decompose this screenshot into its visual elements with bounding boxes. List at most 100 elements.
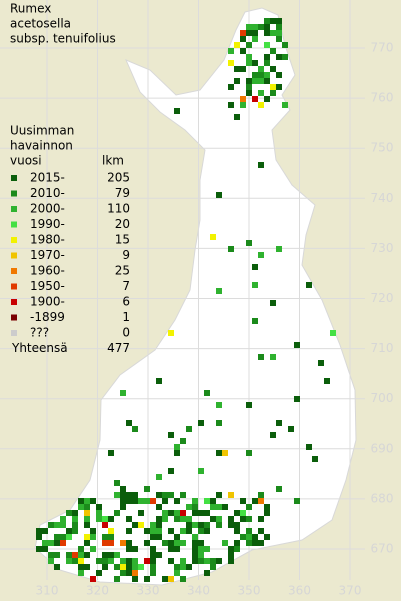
legend-label: -1899 xyxy=(30,310,65,324)
record-square xyxy=(252,78,258,84)
legend-count: 7 xyxy=(122,279,130,293)
record-square xyxy=(276,36,282,42)
record-square xyxy=(240,498,246,504)
record-square xyxy=(246,450,252,456)
legend-count: 9 xyxy=(122,248,130,262)
record-square xyxy=(48,540,54,546)
record-square xyxy=(126,528,132,534)
record-square xyxy=(204,558,210,564)
record-square xyxy=(264,54,270,60)
record-square xyxy=(42,540,48,546)
record-square xyxy=(72,522,78,528)
record-square xyxy=(186,528,192,534)
record-square xyxy=(282,102,288,108)
record-square xyxy=(60,516,66,522)
record-square xyxy=(228,552,234,558)
record-square xyxy=(144,486,150,492)
record-square xyxy=(252,30,258,36)
legend-count: 0 xyxy=(122,326,130,340)
record-square xyxy=(294,342,300,348)
record-square xyxy=(84,552,90,558)
record-square xyxy=(186,426,192,432)
record-square xyxy=(234,528,240,534)
y-tick-label: 770 xyxy=(371,41,394,55)
record-square xyxy=(90,576,96,582)
record-square xyxy=(174,444,180,450)
record-square xyxy=(264,510,270,516)
record-square xyxy=(156,492,162,498)
legend-label: 2015- xyxy=(30,171,65,185)
record-square xyxy=(138,522,144,528)
record-square xyxy=(84,516,90,522)
record-square xyxy=(198,546,204,552)
record-square xyxy=(258,498,264,504)
record-square xyxy=(126,570,132,576)
record-square xyxy=(270,66,276,72)
legend-label: 2000- xyxy=(30,202,65,216)
record-square xyxy=(270,48,276,54)
x-tick-label: 350 xyxy=(238,584,261,598)
record-square xyxy=(240,102,246,108)
record-square xyxy=(48,558,54,564)
legend-header: Uusimman xyxy=(10,124,74,138)
record-square xyxy=(150,522,156,528)
record-square xyxy=(102,540,108,546)
record-square xyxy=(216,522,222,528)
record-square xyxy=(156,504,162,510)
record-square xyxy=(84,534,90,540)
record-square xyxy=(234,522,240,528)
record-square xyxy=(180,540,186,546)
legend-count: 25 xyxy=(115,264,130,278)
record-square xyxy=(150,552,156,558)
record-square xyxy=(174,450,180,456)
record-square xyxy=(60,522,66,528)
record-square xyxy=(216,558,222,564)
record-square xyxy=(192,558,198,564)
record-square xyxy=(252,36,258,42)
record-square xyxy=(234,42,240,48)
legend-year-heading: vuosi xyxy=(10,154,42,168)
legend-swatch xyxy=(11,206,17,212)
legend-label: 1950- xyxy=(30,279,65,293)
record-square xyxy=(150,558,156,564)
x-tick-label: 310 xyxy=(36,584,59,598)
record-square xyxy=(126,540,132,546)
record-square xyxy=(102,516,108,522)
record-square xyxy=(114,576,120,582)
record-square xyxy=(96,510,102,516)
record-square xyxy=(192,552,198,558)
record-square xyxy=(228,48,234,54)
record-square xyxy=(168,528,174,534)
record-square xyxy=(246,78,252,84)
record-square xyxy=(264,96,270,102)
record-square xyxy=(180,516,186,522)
record-square xyxy=(132,570,138,576)
record-square xyxy=(186,564,192,570)
record-square xyxy=(180,576,186,582)
record-square xyxy=(240,534,246,540)
record-square xyxy=(144,576,150,582)
record-square xyxy=(78,498,84,504)
record-square xyxy=(150,528,156,534)
record-square xyxy=(324,378,330,384)
record-square xyxy=(36,534,42,540)
record-square xyxy=(174,546,180,552)
record-square xyxy=(54,552,60,558)
record-square xyxy=(258,354,264,360)
record-square xyxy=(114,510,120,516)
record-square xyxy=(132,564,138,570)
record-square xyxy=(258,162,264,168)
record-square xyxy=(174,570,180,576)
record-square xyxy=(258,102,264,108)
record-square xyxy=(306,282,312,288)
record-square xyxy=(144,528,150,534)
record-square xyxy=(96,570,102,576)
record-square xyxy=(216,420,222,426)
record-square xyxy=(60,534,66,540)
record-square xyxy=(120,558,126,564)
y-tick-label: 680 xyxy=(371,491,394,505)
x-tick-label: 330 xyxy=(137,584,160,598)
record-square xyxy=(246,60,252,66)
y-tick-label: 720 xyxy=(371,291,394,305)
